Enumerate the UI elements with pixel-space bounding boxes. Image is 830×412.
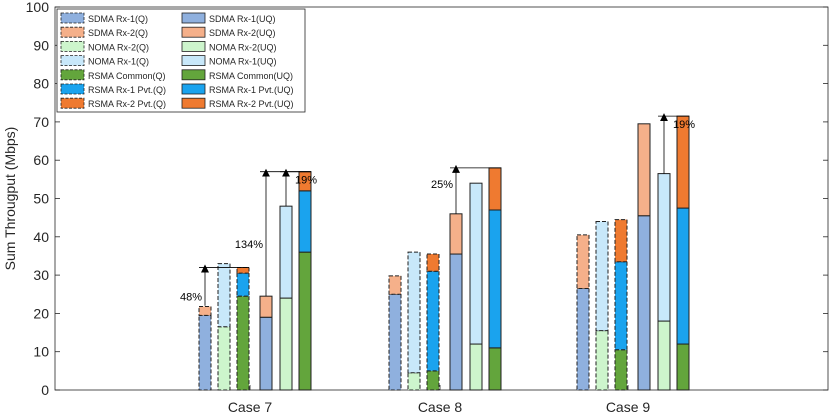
legend-label: NOMA Rx-1(Q): [88, 57, 149, 67]
legend-label: NOMA Rx-1(UQ): [209, 57, 277, 67]
bar-segment: [279, 297, 293, 391]
annotation-label: 19%: [295, 175, 317, 187]
legend-label: RSMA Common(Q): [88, 71, 166, 81]
legend-swatch: [181, 83, 206, 95]
bar-segment: [217, 326, 231, 391]
bar-segment: [259, 316, 273, 391]
y-tick-label: 20: [33, 305, 49, 321]
bar-segment: [449, 213, 463, 255]
bar-segment: [676, 343, 690, 391]
bar-segment: [236, 266, 250, 274]
legend-label: RSMA Rx-2 Pvt.(UQ): [209, 99, 294, 109]
y-tick-label: 100: [26, 0, 50, 15]
y-tick-label: 50: [33, 191, 49, 207]
bar-segment: [407, 251, 421, 374]
legend-swatch: [60, 26, 85, 38]
legend-box: [56, 8, 306, 113]
legend-swatch: [60, 69, 85, 81]
bar-segment: [407, 372, 421, 391]
bar-segment: [488, 209, 502, 349]
bar-segment: [236, 295, 250, 391]
bar-segment: [236, 272, 250, 297]
bar-segment: [469, 182, 483, 345]
x-category-label: Case 9: [606, 399, 651, 412]
legend-swatch: [60, 12, 85, 24]
y-tick-label: 40: [33, 229, 49, 245]
legend-swatch: [60, 97, 85, 109]
bar-segment: [637, 123, 651, 217]
bar-segment: [388, 275, 402, 295]
bar-segment: [637, 215, 651, 391]
legend-label: SDMA Rx-1(Q): [88, 14, 148, 24]
y-axis-title: Sum Througput (Mbps): [2, 127, 18, 271]
annotation-label: 19%: [673, 119, 695, 131]
bar-segment: [449, 253, 463, 391]
legend-label: RSMA Rx-1 Pvt.(UQ): [209, 85, 294, 95]
y-tick-label: 0: [41, 382, 49, 398]
x-category-label: Case 8: [418, 399, 463, 412]
y-tick-label: 10: [33, 344, 49, 360]
legend-swatch: [181, 12, 206, 24]
legend-swatch: [181, 97, 206, 109]
bar-segment: [657, 173, 671, 322]
bar-segment: [614, 261, 628, 351]
bar-segment: [217, 263, 231, 328]
bar-segment: [576, 234, 590, 290]
bar-segment: [614, 349, 628, 391]
bar-segment: [595, 330, 609, 391]
legend-swatch: [181, 55, 206, 66]
bar-segment: [576, 288, 590, 391]
bar-segment: [488, 347, 502, 391]
bar-segment: [279, 205, 293, 299]
legend-label: RSMA Common(UQ): [209, 71, 293, 81]
legend-swatch: [60, 55, 85, 66]
legend-swatch: [181, 26, 206, 38]
bar-segment: [298, 251, 312, 391]
annotation-label: 134%: [235, 239, 263, 251]
legend-swatch: [60, 41, 85, 52]
legend-label: NOMA Rx-2(Q): [88, 42, 149, 52]
y-tick-label: 30: [33, 267, 49, 283]
bar-segment: [426, 270, 440, 372]
legend-swatch: [181, 69, 206, 81]
legend-label: NOMA Rx-2(UQ): [209, 42, 277, 52]
legend-swatch: [181, 41, 206, 52]
y-tick-label: 60: [33, 152, 49, 168]
annotation-label: 48%: [180, 292, 202, 304]
bar-segment: [198, 314, 212, 391]
bar-segment: [469, 343, 483, 391]
annotation-label: 25%: [431, 179, 453, 191]
bar-segment: [488, 167, 502, 211]
bar-segment: [298, 190, 312, 253]
legend-label: SDMA Rx-2(Q): [88, 28, 148, 38]
bar-segment: [426, 253, 440, 272]
legend-label: SDMA Rx-2(UQ): [209, 28, 276, 38]
legend-label: SDMA Rx-1(UQ): [209, 14, 276, 24]
legend-label: RSMA Rx-2 Pvt.(Q): [88, 99, 166, 109]
bar-segment: [259, 295, 273, 318]
y-tick-label: 80: [33, 76, 49, 92]
bar-segment: [657, 320, 671, 391]
y-tick-label: 90: [33, 37, 49, 53]
bar-segment: [614, 219, 628, 263]
legend-label: RSMA Rx-1 Pvt.(Q): [88, 85, 166, 95]
legend-swatch: [60, 83, 85, 95]
bar-segment: [426, 370, 440, 391]
bar-segment: [676, 207, 690, 345]
bar-segment: [388, 293, 402, 391]
bar-segment: [198, 306, 212, 316]
bar-segment: [595, 220, 609, 332]
y-tick-label: 70: [33, 114, 49, 130]
x-category-label: Case 7: [228, 399, 273, 412]
